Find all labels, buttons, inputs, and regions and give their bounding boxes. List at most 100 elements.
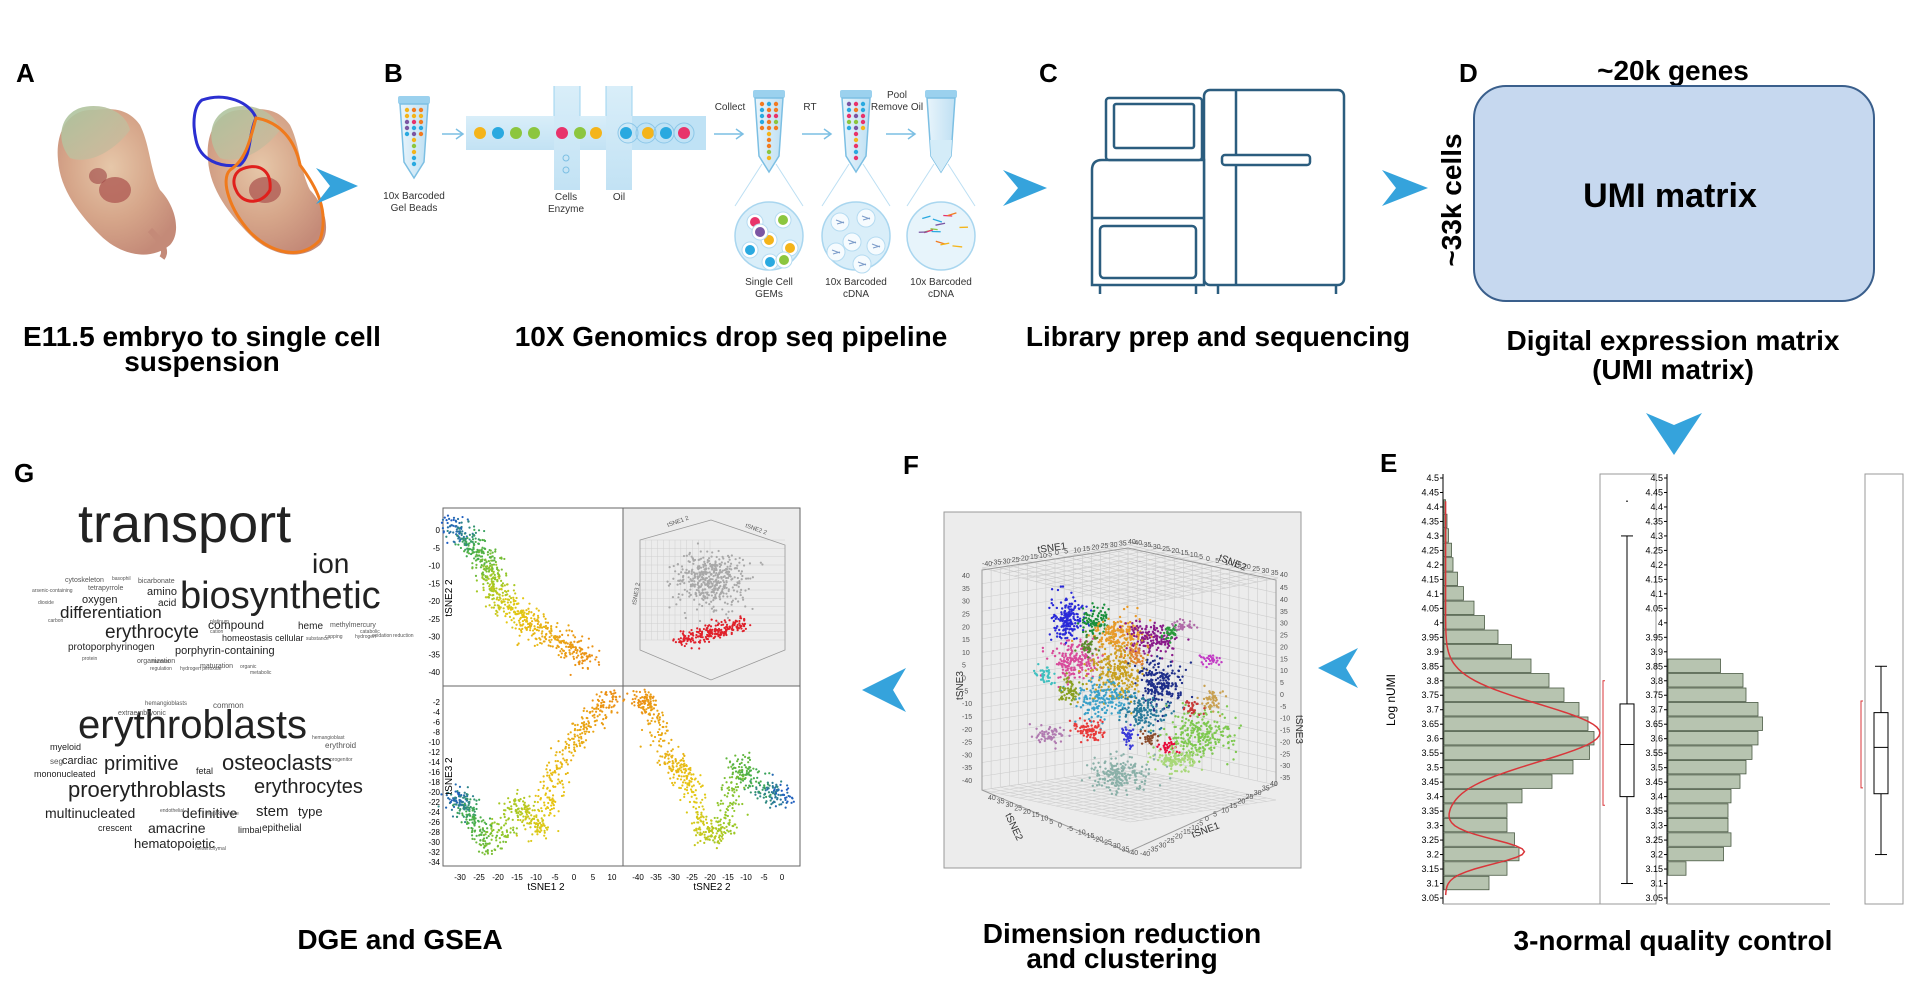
cluster-point xyxy=(1080,688,1084,691)
cluster-point xyxy=(1176,758,1179,761)
scatter-point xyxy=(587,730,591,734)
scatter-point xyxy=(488,842,491,845)
cluster-point xyxy=(1069,605,1072,608)
f-tick-label: -5 xyxy=(1067,826,1073,833)
scatter-point xyxy=(567,737,570,740)
cluster-point xyxy=(1113,628,1116,632)
cluster-point xyxy=(1122,767,1126,770)
cluster-point xyxy=(1104,711,1108,715)
f-tick-label: 35 xyxy=(1271,570,1279,577)
f-tick-label: -10 xyxy=(1037,553,1047,560)
scatter-point xyxy=(585,730,588,733)
cluster-point xyxy=(1124,713,1128,717)
scatter-point xyxy=(567,624,570,627)
scatter-point xyxy=(479,558,483,562)
cluster-point xyxy=(1194,746,1197,749)
f-tick-label: -25 xyxy=(1160,546,1170,553)
f-tick-label: -40 xyxy=(962,778,972,785)
scatter-point xyxy=(524,805,528,809)
qc-tick-label: 4.35 xyxy=(1421,516,1439,526)
cluster-point xyxy=(1148,741,1151,745)
scatter-point xyxy=(479,839,482,842)
scatter-point xyxy=(547,644,550,647)
cluster-point xyxy=(1123,682,1126,685)
cluster-point xyxy=(1118,649,1121,652)
scatter-point xyxy=(488,585,491,588)
scatter-point xyxy=(579,725,583,728)
cluster-point xyxy=(1158,749,1161,752)
cluster-point xyxy=(1152,723,1155,727)
cluster-point xyxy=(1079,638,1082,641)
scatter-point xyxy=(552,804,555,807)
scatter-point xyxy=(525,628,528,631)
cluster-point xyxy=(1070,651,1073,655)
cluster-point xyxy=(1088,728,1092,731)
cluster-point xyxy=(1110,764,1114,768)
cluster-point xyxy=(1063,643,1066,646)
cluster-point xyxy=(1065,604,1068,607)
scatter-point xyxy=(484,605,488,608)
cluster-point xyxy=(1163,714,1166,717)
cluster-point xyxy=(1122,648,1125,652)
caption-b: 10X Genomics drop seq pipeline xyxy=(515,321,948,352)
bead-dot xyxy=(766,143,772,149)
scatter-point xyxy=(482,582,485,586)
cluster-point xyxy=(1068,615,1071,618)
bead-dot xyxy=(766,119,772,125)
cluster-point xyxy=(1204,712,1207,715)
scatter-point xyxy=(485,836,488,840)
cluster-point xyxy=(1134,651,1137,655)
cluster-point xyxy=(1117,681,1121,685)
qc-tick-label: 4.05 xyxy=(1645,603,1663,613)
cluster-point xyxy=(1106,704,1110,708)
scatter-point xyxy=(524,818,527,821)
cluster-point xyxy=(1042,735,1046,738)
cluster-point xyxy=(1084,728,1088,732)
qc-box xyxy=(1619,703,1635,798)
cluster-point xyxy=(1090,625,1094,628)
cluster-point xyxy=(1054,614,1057,618)
scatter-point xyxy=(489,552,492,555)
scatter-point xyxy=(745,769,749,773)
cluster-point xyxy=(1097,612,1101,615)
scatter-point xyxy=(536,825,539,829)
scatter-point xyxy=(575,656,578,659)
microfluidic-chip-icon xyxy=(466,86,706,190)
cluster-point xyxy=(1179,625,1182,628)
cdna-strand xyxy=(857,261,867,267)
scatter-point xyxy=(486,553,490,556)
cluster-point xyxy=(1100,696,1103,700)
scatter-point xyxy=(549,641,552,644)
scatter-point xyxy=(561,639,564,643)
f-tick-label: -5 xyxy=(1046,551,1052,558)
cluster-point xyxy=(1147,630,1151,633)
cluster-point xyxy=(1067,631,1071,634)
scatter-point xyxy=(594,710,598,713)
cluster-point xyxy=(1117,697,1120,700)
qc-tick-label: 3.2 xyxy=(1426,850,1439,860)
scatter-point xyxy=(465,797,469,800)
cluster-point xyxy=(1060,698,1064,701)
scatter-point xyxy=(546,828,549,831)
cluster-point xyxy=(1184,729,1187,732)
cluster-point xyxy=(1128,732,1131,735)
cluster-point xyxy=(1109,688,1112,691)
scatter-point xyxy=(567,645,570,649)
cluster-point xyxy=(1058,698,1061,701)
scatter-point xyxy=(466,820,469,824)
cluster-point xyxy=(1089,689,1092,692)
cluster-point xyxy=(1050,601,1053,605)
scatter-point xyxy=(585,727,589,730)
cluster-point xyxy=(1129,674,1133,677)
qc-bar xyxy=(1443,644,1512,659)
cluster-point xyxy=(1203,704,1207,708)
cluster-point xyxy=(1064,698,1067,701)
cluster-point xyxy=(1154,686,1157,690)
bead-dot xyxy=(759,101,765,107)
cluster-point xyxy=(1094,730,1098,734)
cluster-point xyxy=(1127,678,1130,682)
cluster-point xyxy=(1106,697,1109,700)
droplet-bead xyxy=(620,127,632,139)
cluster-point xyxy=(1227,727,1230,731)
cluster-point xyxy=(1106,662,1109,665)
